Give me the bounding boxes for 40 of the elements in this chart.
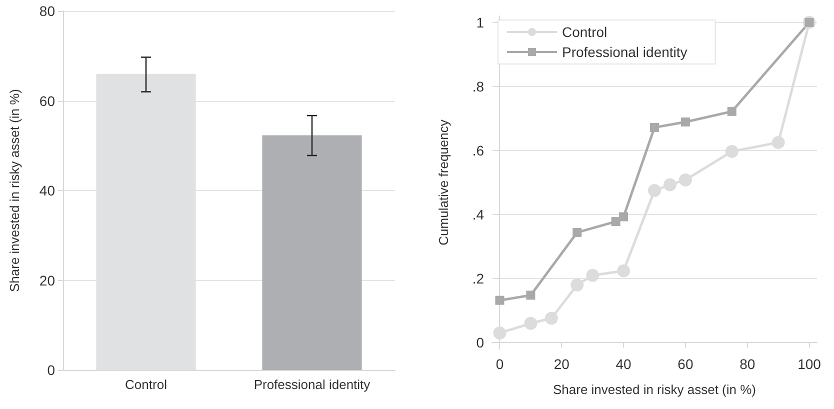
y-tick-label: 0	[476, 334, 484, 351]
point	[524, 316, 538, 330]
point	[619, 212, 628, 222]
point	[493, 326, 506, 340]
y-tick-label: 60	[39, 92, 56, 109]
point	[772, 136, 785, 149]
y-axis-title: Share invested in risky asset (in %)	[7, 88, 22, 292]
point	[725, 144, 738, 158]
y-tick-label: 80	[39, 3, 56, 19]
legend-label: Control	[562, 24, 608, 40]
x-tick-label: 40	[616, 356, 632, 372]
point	[586, 268, 600, 282]
point	[570, 278, 584, 292]
point	[648, 184, 661, 197]
y-tick-label: 20	[39, 272, 56, 288]
y-tick-label: .8	[472, 78, 484, 94]
point	[727, 106, 736, 116]
y-tick-label: 40	[39, 182, 56, 198]
point	[680, 117, 690, 126]
point	[572, 228, 582, 237]
legend-label: Professional identity	[562, 44, 688, 60]
point	[611, 217, 620, 226]
x-tick-label: 60	[678, 356, 694, 372]
y-tick-label: .4	[472, 206, 484, 223]
x-tick-label: 20	[554, 356, 570, 372]
point	[495, 296, 504, 305]
point	[663, 178, 676, 192]
point	[678, 173, 692, 186]
x-tick-label: 80	[740, 356, 756, 372]
y-tick-label: 1	[476, 14, 484, 30]
point	[617, 264, 630, 278]
y-tick-label: .2	[472, 270, 484, 287]
y-tick-label: .6	[472, 142, 484, 158]
x-tick-label: 0	[496, 356, 504, 372]
point	[526, 290, 536, 300]
point	[650, 122, 659, 132]
x-axis-title: Share invested in risky asset (in %)	[552, 382, 756, 397]
y-axis-title: Cumulative frequency	[436, 119, 451, 246]
point	[544, 312, 558, 325]
x-tick-label: 100	[798, 356, 822, 372]
